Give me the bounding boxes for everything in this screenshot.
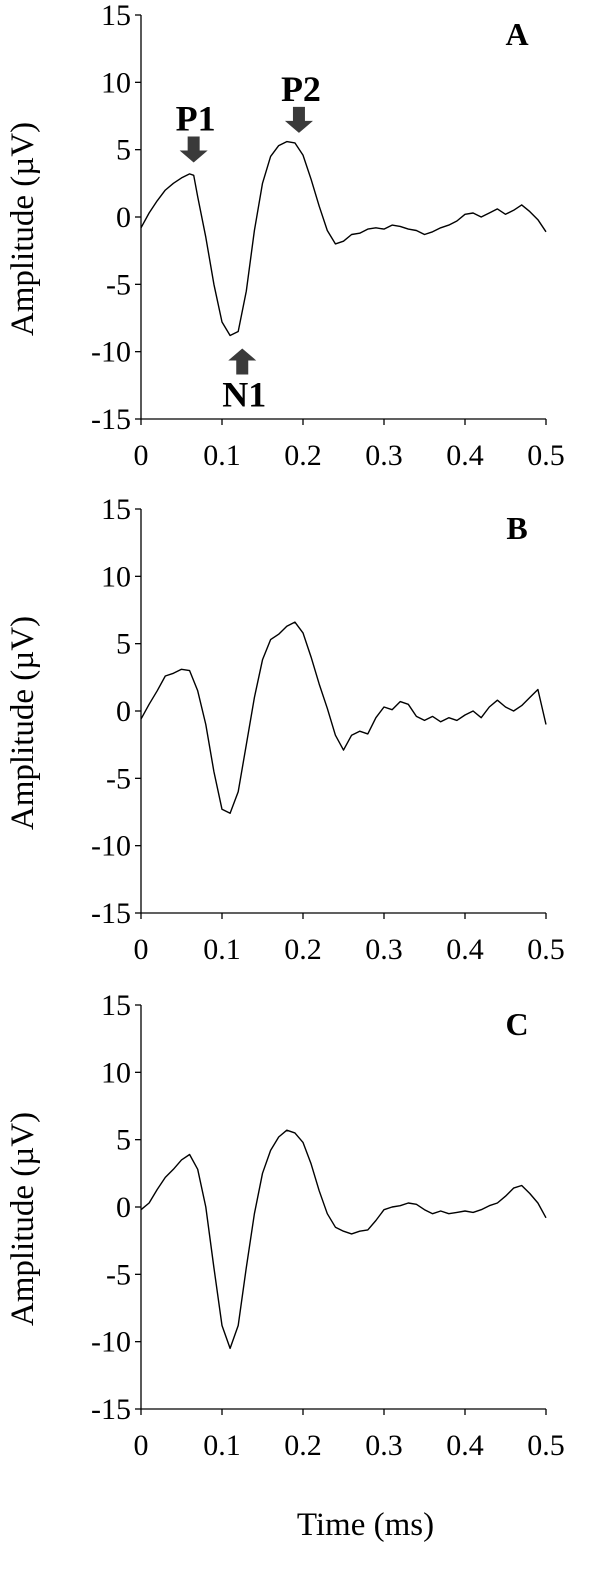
- panel-label: C: [505, 1006, 528, 1042]
- x-tick-label: 0.2: [284, 933, 322, 966]
- y-tick-label: 5: [116, 628, 131, 661]
- x-tick-label: 0: [134, 1429, 149, 1462]
- x-tick-label: 0: [134, 933, 149, 966]
- y-tick-label: -5: [106, 762, 131, 795]
- y-tick-label: -5: [106, 1258, 131, 1291]
- x-tick-label: 0.1: [203, 1429, 241, 1462]
- y-tick-label: 0: [116, 695, 131, 728]
- y-tick-label: 5: [116, 1124, 131, 1157]
- peak-arrow-down-icon: [284, 106, 313, 133]
- x-tick-label: 0.1: [203, 933, 241, 966]
- y-axis-title: Amplitude (µV): [5, 122, 41, 336]
- y-tick-label: 15: [101, 989, 131, 1022]
- peak-label: N1: [222, 375, 266, 415]
- x-tick-label: 0.1: [203, 439, 241, 472]
- peak-label: P1: [176, 99, 216, 139]
- x-tick-label: 0.2: [284, 439, 322, 472]
- y-axis-title: Amplitude (µV): [5, 1112, 41, 1326]
- y-tick-label: 0: [116, 1191, 131, 1224]
- y-tick-label: 10: [101, 560, 131, 593]
- y-tick-label: -10: [91, 336, 131, 369]
- panel-label: B: [506, 510, 527, 546]
- y-tick-label: 0: [116, 201, 131, 234]
- y-tick-label: -15: [91, 897, 131, 930]
- y-tick-label: -15: [91, 403, 131, 436]
- y-tick-label: 10: [101, 66, 131, 99]
- series-line: [140, 140, 547, 337]
- x-tick-label: 0: [134, 439, 149, 472]
- panel-label: A: [505, 16, 528, 52]
- x-tick-label: 0.5: [527, 439, 565, 472]
- peak-label: P2: [281, 69, 321, 109]
- x-tick-label: 0.3: [365, 439, 403, 472]
- y-tick-label: -10: [91, 830, 131, 863]
- series-line: [140, 1129, 547, 1350]
- x-axis-title: Time (ms): [297, 1507, 434, 1543]
- x-tick-label: 0.5: [527, 1429, 565, 1462]
- x-tick-label: 0.2: [284, 1429, 322, 1462]
- y-tick-label: 5: [116, 134, 131, 167]
- y-axis-title: Amplitude (µV): [5, 616, 41, 830]
- y-tick-label: 10: [101, 1056, 131, 1089]
- peak-arrow-down-icon: [179, 136, 208, 163]
- peak-arrow-up-icon: [228, 348, 257, 375]
- y-tick-label: -15: [91, 1393, 131, 1426]
- x-tick-label: 0.4: [446, 933, 484, 966]
- x-tick-label: 0.3: [365, 1429, 403, 1462]
- y-tick-label: -10: [91, 1326, 131, 1359]
- x-tick-label: 0.4: [446, 439, 484, 472]
- series-line: [140, 621, 547, 814]
- x-tick-label: 0.5: [527, 933, 565, 966]
- y-tick-label: -5: [106, 268, 131, 301]
- x-tick-label: 0.3: [365, 933, 403, 966]
- y-tick-label: 15: [101, 493, 131, 526]
- y-tick-label: 15: [101, 0, 131, 32]
- x-tick-label: 0.4: [446, 1429, 484, 1462]
